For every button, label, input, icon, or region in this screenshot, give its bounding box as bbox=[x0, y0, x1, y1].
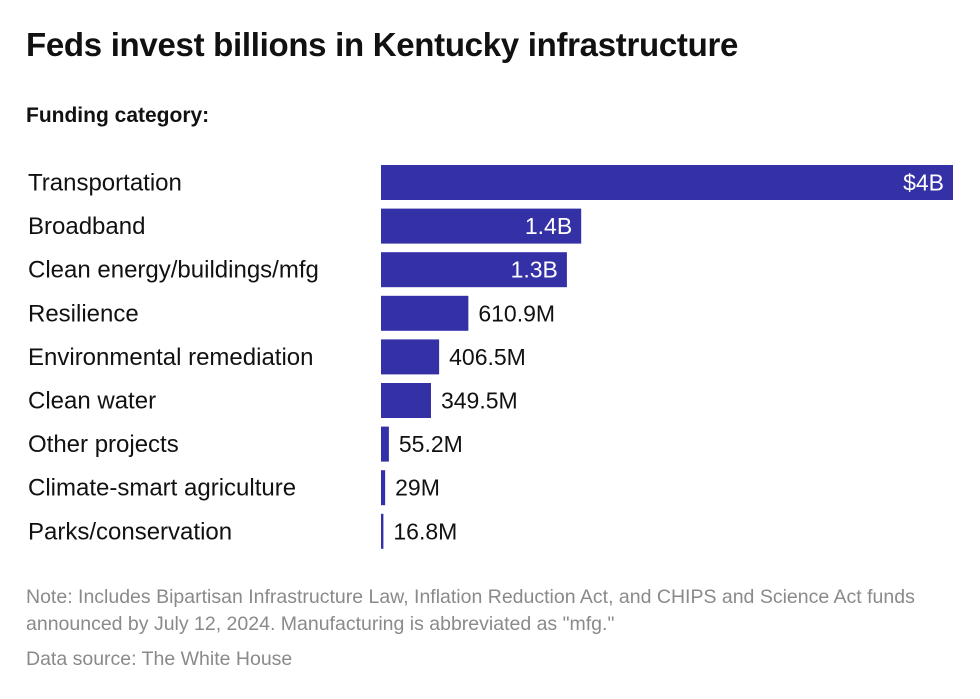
data-label: 16.8M bbox=[393, 518, 457, 544]
bar bbox=[381, 339, 440, 375]
data-source: Data source: The White House bbox=[26, 648, 293, 670]
bar bbox=[381, 208, 582, 244]
data-label: 349.5M bbox=[441, 388, 518, 414]
category-label: Clean energy/buildings/mfg bbox=[28, 257, 319, 284]
data-label: 406.5M bbox=[449, 344, 526, 370]
chart-title: Feds invest billions in Kentucky infrast… bbox=[26, 26, 739, 63]
category-label: Other projects bbox=[28, 431, 179, 458]
data-label: $4B bbox=[903, 170, 944, 196]
chart-note: Note: Includes Bipartisan Infrastructure… bbox=[26, 586, 915, 635]
data-label: 29M bbox=[395, 475, 440, 501]
data-label: 1.4B bbox=[525, 213, 572, 239]
bar bbox=[381, 165, 953, 200]
category-label: Environmental remediation bbox=[28, 344, 313, 371]
category-label: Resilience bbox=[28, 300, 139, 327]
category-label: Parks/conservation bbox=[28, 518, 232, 545]
category-label: Transportation bbox=[28, 170, 182, 197]
data-label: 55.2M bbox=[399, 431, 463, 457]
data-label: 610.9M bbox=[478, 300, 555, 326]
bar-chart: Transportation $4B Broadband 1.4B Clean ener… bbox=[28, 165, 953, 549]
bar bbox=[381, 383, 431, 418]
category-label: Broadband bbox=[28, 213, 145, 240]
bar bbox=[381, 470, 386, 506]
bar bbox=[381, 295, 469, 331]
bar bbox=[381, 426, 389, 462]
bar bbox=[381, 252, 567, 288]
data-label: 1.3B bbox=[511, 257, 558, 283]
category-label: Clean water bbox=[28, 388, 156, 415]
category-label: Climate-smart agriculture bbox=[28, 475, 296, 502]
bar bbox=[381, 513, 384, 549]
chart-subtitle: Funding category: bbox=[26, 104, 210, 127]
